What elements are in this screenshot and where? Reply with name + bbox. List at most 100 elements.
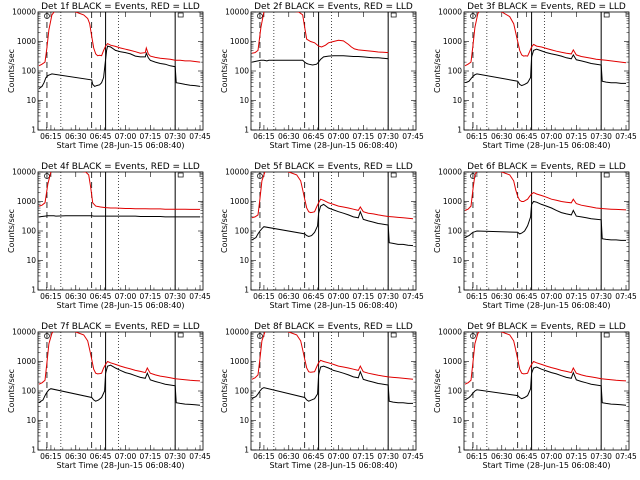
x-tick-label: 06:15: [253, 452, 275, 461]
y-tick-label: 10: [452, 256, 462, 265]
marker-circle: [44, 13, 50, 19]
x-tick-label: 07:30: [590, 132, 612, 141]
marker-circle: [470, 333, 476, 339]
x-tick-label: 07:30: [164, 132, 186, 141]
x-tick-label: 07:15: [566, 292, 588, 301]
x-tick-label: 06:45: [516, 452, 538, 461]
panel-det-3: Det 3f BLACK = Events, RED = LLD 1 10 100 10…: [433, 2, 637, 150]
x-tick-label: 06:45: [90, 452, 112, 461]
panel-title: Det 6f BLACK = Events, RED = LLD: [467, 162, 626, 172]
x-tick-label: 07:45: [189, 132, 211, 141]
x-tick-label: 07:45: [189, 292, 211, 301]
panel-title: Det 9f BLACK = Events, RED = LLD: [467, 322, 626, 332]
x-tick-label: 07:00: [541, 452, 563, 461]
x-tick-label: 07:30: [590, 452, 612, 461]
x-tick-label: 07:00: [115, 452, 137, 461]
x-tick-label: 07:30: [377, 132, 399, 141]
x-tick-label: 07:30: [164, 452, 186, 461]
series-events: [38, 215, 200, 218]
x-tick-label: 07:45: [615, 452, 637, 461]
x-tick-label: 06:15: [253, 292, 275, 301]
y-axis-label: Counts/sec: [433, 49, 442, 93]
x-tick-label: 07:30: [590, 292, 612, 301]
plot-frame: [250, 331, 417, 451]
x-axis-label: Start Time (28-Jun-15 06:08:40): [57, 141, 185, 150]
marker-circle: [44, 333, 50, 339]
x-axis-label: Start Time (28-Jun-15 06:08:40): [270, 141, 398, 150]
panel-title: Det 4f BLACK = Events, RED = LLD: [41, 162, 200, 172]
x-tick-label: 06:15: [40, 452, 62, 461]
y-tick-label: 100: [22, 387, 37, 396]
panel-title: Det 7f BLACK = Events, RED = LLD: [41, 322, 200, 332]
y-tick-label: 100: [448, 67, 463, 76]
x-tick-label: 06:45: [516, 292, 538, 301]
y-tick-label: 100: [235, 387, 250, 396]
series-lld: [464, 12, 627, 67]
x-tick-label: 06:15: [40, 292, 62, 301]
x-tick-label: 07:45: [402, 292, 424, 301]
marker-circle: [257, 173, 263, 179]
y-tick-label: 10000: [12, 168, 36, 177]
y-tick-label: 100: [22, 227, 37, 236]
y-axis-label: Counts/sec: [7, 209, 16, 253]
x-tick-label: 06:45: [303, 292, 325, 301]
x-tick-label: 06:45: [303, 132, 325, 141]
series-lld: [464, 172, 627, 211]
x-tick-label: 07:15: [566, 132, 588, 141]
y-tick-label: 10000: [225, 328, 249, 337]
y-tick-label: 10: [239, 416, 249, 425]
x-tick-label: 06:45: [90, 292, 112, 301]
marker-square: [603, 332, 610, 338]
x-tick-label: 06:15: [466, 132, 488, 141]
marker-square: [603, 172, 610, 178]
x-tick-label: 07:00: [115, 292, 137, 301]
y-tick-label: 10000: [225, 8, 249, 17]
x-tick-label: 07:15: [566, 452, 588, 461]
y-tick-label: 10: [239, 96, 249, 105]
panel-det-8: Det 8f BLACK = Events, RED = LLD 1 10 100 10…: [220, 322, 424, 470]
x-tick-label: 07:45: [615, 292, 637, 301]
x-tick-label: 07:30: [377, 452, 399, 461]
panel-det-6: Det 6f BLACK = Events, RED = LLD 1 10 100 10…: [433, 162, 637, 310]
x-tick-label: 06:30: [491, 292, 513, 301]
x-tick-label: 07:45: [189, 452, 211, 461]
x-tick-label: 07:15: [353, 292, 375, 301]
x-axis-label: Start Time (28-Jun-15 06:08:40): [57, 461, 185, 470]
x-axis-label: Start Time (28-Jun-15 06:08:40): [270, 301, 398, 310]
y-tick-label: 1000: [443, 37, 462, 46]
x-tick-label: 07:00: [328, 452, 350, 461]
series-events: [464, 200, 626, 241]
x-tick-label: 06:15: [253, 132, 275, 141]
series-events: [464, 366, 627, 406]
y-tick-label: 1000: [230, 357, 249, 366]
series-lld: [464, 332, 627, 385]
marker-square: [390, 332, 397, 338]
series-lld: [251, 172, 414, 220]
y-tick-label: 100: [448, 227, 463, 236]
y-tick-label: 1: [457, 286, 462, 295]
marker-square: [177, 332, 184, 338]
x-tick-label: 07:15: [353, 132, 375, 141]
marker-circle: [470, 13, 476, 19]
plot-frame: [37, 171, 204, 291]
x-tick-label: 07:00: [328, 292, 350, 301]
x-tick-label: 06:15: [40, 132, 62, 141]
y-axis-label: Counts/sec: [7, 49, 16, 93]
y-tick-label: 1: [244, 286, 249, 295]
x-tick-label: 06:30: [65, 452, 87, 461]
x-axis-label: Start Time (28-Jun-15 06:08:40): [270, 461, 398, 470]
y-tick-label: 1: [244, 126, 249, 135]
series-events: [251, 203, 414, 247]
panel-title: Det 2f BLACK = Events, RED = LLD: [254, 2, 413, 12]
panel-det-2: Det 2f BLACK = Events, RED = LLD 1 10 100 10…: [220, 2, 424, 150]
series-events: [251, 55, 389, 66]
x-tick-label: 06:30: [491, 132, 513, 141]
y-tick-label: 10: [26, 416, 36, 425]
y-tick-label: 100: [235, 227, 250, 236]
panel-title: Det 1f BLACK = Events, RED = LLD: [41, 2, 200, 12]
y-tick-label: 10000: [12, 328, 36, 337]
marker-square: [390, 12, 397, 18]
x-tick-label: 07:15: [140, 452, 162, 461]
series-events: [38, 45, 201, 90]
series-lld: [38, 12, 201, 67]
